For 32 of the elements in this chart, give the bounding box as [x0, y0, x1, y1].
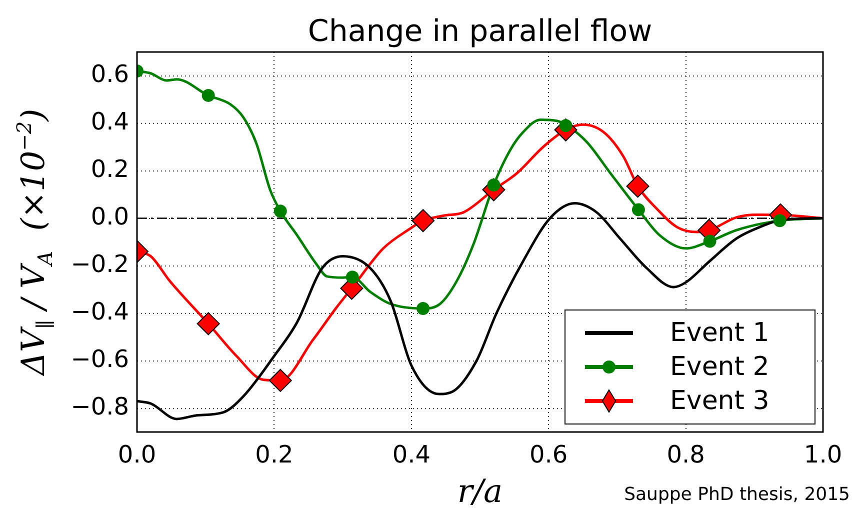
point	[416, 302, 430, 315]
x-tick-label: 0.8	[666, 440, 705, 469]
x-tick-label: 0.4	[392, 440, 430, 469]
x-tick-label: 0.6	[530, 440, 568, 469]
point	[274, 204, 287, 218]
y-axis-title: ΔV∥ / VA (×10−2)	[12, 108, 57, 378]
point	[196, 312, 220, 336]
y-tick-label: 0.2	[90, 154, 129, 183]
point	[703, 234, 716, 248]
x-axis-title: r/a	[457, 472, 503, 510]
text: Sauppe PhD thesis, 2015	[624, 484, 850, 505]
y-tick-label: −0.8	[70, 392, 129, 420]
legend-label: Event 2	[670, 352, 770, 382]
point	[632, 203, 645, 216]
point	[346, 270, 359, 284]
x-tick-label: 1.0	[804, 440, 842, 469]
chart-title: Change in parallel flow	[308, 14, 652, 49]
y-tick-label: −0.6	[70, 344, 129, 373]
y-tick-label: 0.4	[90, 107, 129, 136]
y-tick-label: −0.2	[70, 250, 129, 278]
point	[773, 214, 786, 228]
point	[412, 209, 435, 232]
y-tick-label: 0.6	[90, 60, 129, 88]
point	[202, 88, 215, 102]
legend-label: Event 1	[670, 318, 770, 348]
legend-label: Event 3	[670, 386, 770, 416]
x-tick-label: 0.0	[118, 440, 156, 469]
point	[626, 174, 650, 198]
y-tick-label: −0.4	[70, 297, 129, 326]
y-tick-label: 0.0	[90, 202, 129, 230]
x-tick-label: 0.2	[255, 440, 294, 469]
point	[268, 368, 292, 392]
